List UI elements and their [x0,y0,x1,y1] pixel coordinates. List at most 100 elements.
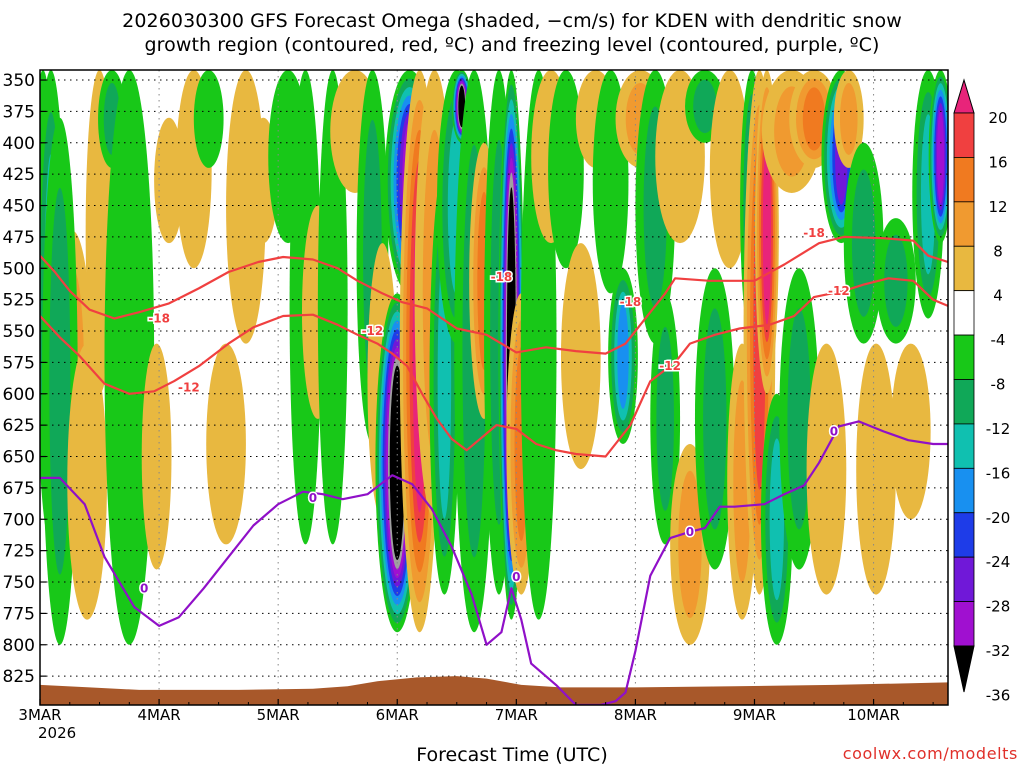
y-tick-label: 700 [3,510,35,530]
contours: -18 -18 -18 -18 -12 -12 -12 -12 0 0 0 0 0 [40,225,948,705]
terrain [40,676,948,705]
y-tick-label: 525 [3,291,35,311]
omega-cell [693,79,717,134]
omega-cell [656,326,674,511]
colorbar-bin [953,467,975,514]
colorbar-bin [953,379,975,425]
dgz-minus-12-contour [40,277,948,458]
omega-cell [678,470,702,619]
x-tick-label: 4MAR [137,706,180,724]
freezing-level-label: 0 [830,424,838,438]
omega-cell [548,70,584,269]
x-tick-label: 6MAR [376,706,419,724]
omega-cell [317,70,348,545]
omega-cell [884,234,908,327]
y-tick-label: 450 [3,197,35,217]
freezing-level-label: 0 [140,581,148,595]
axes: 350 375 400 425 450 475 500 525 550 575 600 625 650 6… [3,71,934,742]
colorbar-bin [953,556,975,602]
y-tick-label: 825 [3,667,35,687]
terrain-fill [40,676,948,705]
omega-cell [703,308,727,530]
omega-cell [769,438,785,601]
y-tick-label: 475 [3,228,35,248]
y-tick-label: 400 [3,134,35,154]
y-tick-label: 675 [3,479,35,499]
colorbar-label: -20 [986,509,1011,527]
omega-cell [391,374,403,551]
colorbar-top-arrow [953,78,975,114]
omega-cell [937,109,945,204]
omega-cell [104,70,155,645]
omega-cell [851,169,876,317]
omega-cell [839,83,858,155]
colorbar-bin [953,290,975,336]
colorbar-label: -28 [986,598,1011,616]
dgz-minus-12-label: -12 [828,284,850,298]
colorbar-label: -4 [991,331,1006,349]
y-tick-label: 550 [3,322,35,342]
colorbar-bin [953,112,975,158]
freezing-level-contour [40,420,948,705]
omega-cell [762,139,771,325]
colorbar-bin [953,334,975,380]
y-tick-label: 500 [3,259,35,279]
colorbar-bin [953,423,975,469]
x-tick-label: 7MAR [495,706,538,724]
colorbar-bin [953,201,975,247]
y-tick-label: 775 [3,604,35,624]
x-tick-label: 8MAR [614,706,657,724]
omega-cell [459,87,465,126]
x-axis-label: Forecast Time (UTC) [416,744,608,766]
y-tick-label: 750 [3,573,35,593]
y-tick-label: 725 [3,542,35,562]
omega-cell [806,343,847,595]
y-tick-label: 425 [3,165,35,185]
omega-cell [890,343,931,520]
omega-cell [617,303,629,409]
y-tick-label: 650 [3,448,35,468]
y-tick-label: 350 [3,71,35,91]
dgz-minus-18-label: -18 [491,270,513,284]
y-tick-label: 800 [3,636,35,656]
plot-frame [39,69,949,706]
omega-shading [40,70,948,645]
dgz-minus-18-label: -18 [148,311,170,325]
y-tick-label: 600 [3,385,35,405]
chart-title-line-1: 2026030300 GFS Forecast Omega (shaded, −… [122,10,902,32]
colorbar-label: -36 [986,686,1011,704]
dgz-minus-12-label: -12 [362,324,384,338]
colorbar-label: -24 [986,553,1011,571]
dgz-minus-18-contour [40,235,948,355]
omega-cell [141,343,172,570]
colorbar: 20 16 12 8 4 -4 -8 -12 -16 -20 -24 -28 -32 -36 [953,78,1011,704]
omega-cell [206,343,246,545]
dgz-minus-12-label: -12 [659,359,681,373]
dgz-minus-12-label: -12 [178,381,200,395]
freezing-level-label: 0 [686,525,694,539]
dgz-minus-18-label: -18 [620,295,642,309]
source-credit: coolwx.com/modelts [842,744,1018,763]
colorbar-label: 12 [988,198,1007,216]
colorbar-bottom-arrow [953,645,975,693]
colorbar-label: -32 [986,642,1011,660]
dgz-minus-18-label: -18 [803,226,825,240]
x-tick-label: 9MAR [733,706,776,724]
omega-cell [560,243,601,470]
colorbar-label: 8 [993,242,1003,260]
colorbar-bin [953,512,975,558]
colorbar-bin [953,157,975,203]
x-tick-label: 5MAR [257,706,300,724]
omega-cell [193,70,224,168]
chart-title-line-2: growth region (contoured, red, ºC) and f… [144,34,880,56]
x-year-label: 2026 [38,724,76,742]
omega-cell [49,187,71,575]
x-tick-label: 3MAR [18,706,61,724]
colorbar-label: -16 [986,464,1011,482]
y-tick-label: 375 [3,102,35,122]
omega-cell [802,87,826,151]
colorbar-label: -12 [986,420,1011,438]
x-tick-label: 10MAR [847,706,900,724]
omega-cell [787,308,811,530]
